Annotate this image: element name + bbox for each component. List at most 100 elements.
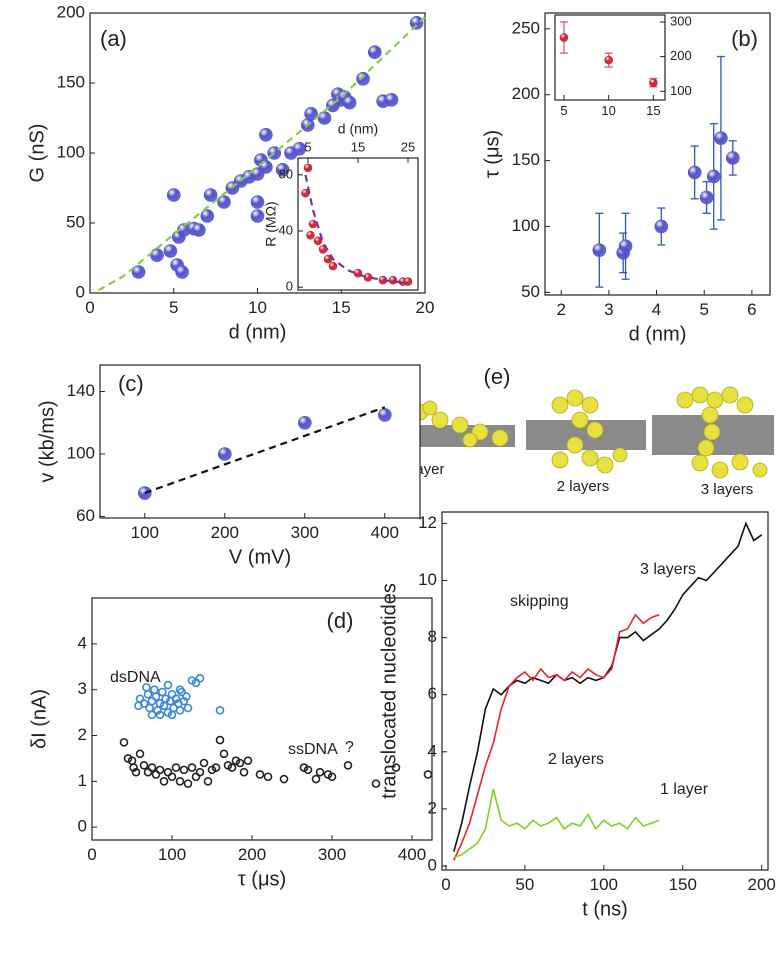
point [167,772,177,782]
point [371,779,381,788]
point [317,111,332,125]
annotation: skipping [510,593,569,610]
y-tick-label: 6 [428,684,437,703]
x-tick-label: 300 [318,845,346,864]
point [313,236,323,246]
point [604,55,613,65]
point [215,705,225,715]
x-axis-label: t (ns) [582,898,628,920]
point [218,447,232,461]
point [388,275,398,285]
point [409,15,424,30]
panel-label: (e) [484,364,511,389]
plot-frame [91,597,433,841]
series-line [304,174,409,285]
y-tick-label: 0 [286,279,293,294]
point [203,777,213,786]
point [403,277,413,286]
point [343,760,353,770]
y-tick-label: 200 [512,84,540,103]
x-tick-label: 0 [441,875,450,894]
y-tick-label: 0 [76,282,85,301]
x-tick-label: 0 [87,845,96,864]
point [155,710,165,720]
point [304,107,318,121]
layer-label: 2 layers [557,478,610,495]
point [311,774,321,784]
y-tick-label: 3 [78,679,87,698]
point [356,72,370,86]
point [147,710,157,720]
point [654,219,669,234]
y-tick-label: 0 [428,855,437,874]
point [211,763,221,772]
x-tick-label: 400 [398,845,426,864]
y-tick-label: 10 [418,570,437,589]
y-tick-label: 50 [521,282,540,301]
point [161,694,170,704]
panel-label: (d) [327,608,354,633]
point [377,408,392,422]
series-label: 3 layers [640,561,696,578]
x-tick-label: 4 [652,300,661,319]
point [200,209,215,223]
x-tick-label: 400 [371,523,399,542]
x-tick-label: 10 [248,298,267,317]
point [155,765,165,775]
layer-label: 3 layers [701,481,754,498]
y-tick-label: 150 [512,150,540,169]
point [167,710,177,720]
x-tick-label: 6 [747,300,756,319]
point [138,486,152,500]
x-tick-label: 200 [747,875,775,894]
point [618,239,633,254]
molecule-illustrations [393,386,774,479]
x-tick-label: 50 [515,875,534,894]
y-axis-label: δI (nA) [28,689,50,749]
point [134,701,143,711]
y-tick-label: 250 [512,18,540,37]
y-tick-label: 100 [57,142,85,161]
point [275,163,290,177]
point [129,763,138,772]
y-tick-label: 8 [428,627,437,646]
point [592,243,607,257]
annotation: dsDNA [110,669,161,686]
point [175,705,185,715]
x-tick-label: 20 [416,298,435,317]
point [308,219,318,229]
y-tick-label: 1 [78,771,87,790]
y-tick-label: 200 [670,48,692,63]
y-axis-label: translocated nucleotides [378,583,400,799]
point [250,195,265,209]
point [699,190,714,205]
x-tick-label: 150 [669,875,697,894]
point [179,696,189,706]
point [175,777,185,786]
x-tick-label: 0 [85,298,94,317]
y-tick-label: 200 [57,2,85,21]
point [219,749,229,759]
point [217,195,231,209]
point [706,169,721,184]
x-tick-label: 5 [699,300,708,319]
point [250,209,265,223]
point [255,770,265,779]
plot-frame [99,364,421,519]
point [158,687,167,697]
point [263,772,273,782]
x-tick-label: 100 [131,523,159,542]
y-tick-label: 150 [57,72,85,91]
point [559,33,569,42]
y-axis-label: v (kb/ms) [36,400,58,482]
series-line [453,788,660,859]
x-tick-label: 300 [291,523,319,542]
point [175,685,185,694]
y-tick-label: 300 [670,13,692,28]
y-tick-label: 0 [78,817,87,836]
x-tick-label: 15 [351,139,365,154]
point [342,95,357,110]
point [183,779,193,788]
point [159,777,169,786]
series-label: 1 layer [660,781,709,798]
